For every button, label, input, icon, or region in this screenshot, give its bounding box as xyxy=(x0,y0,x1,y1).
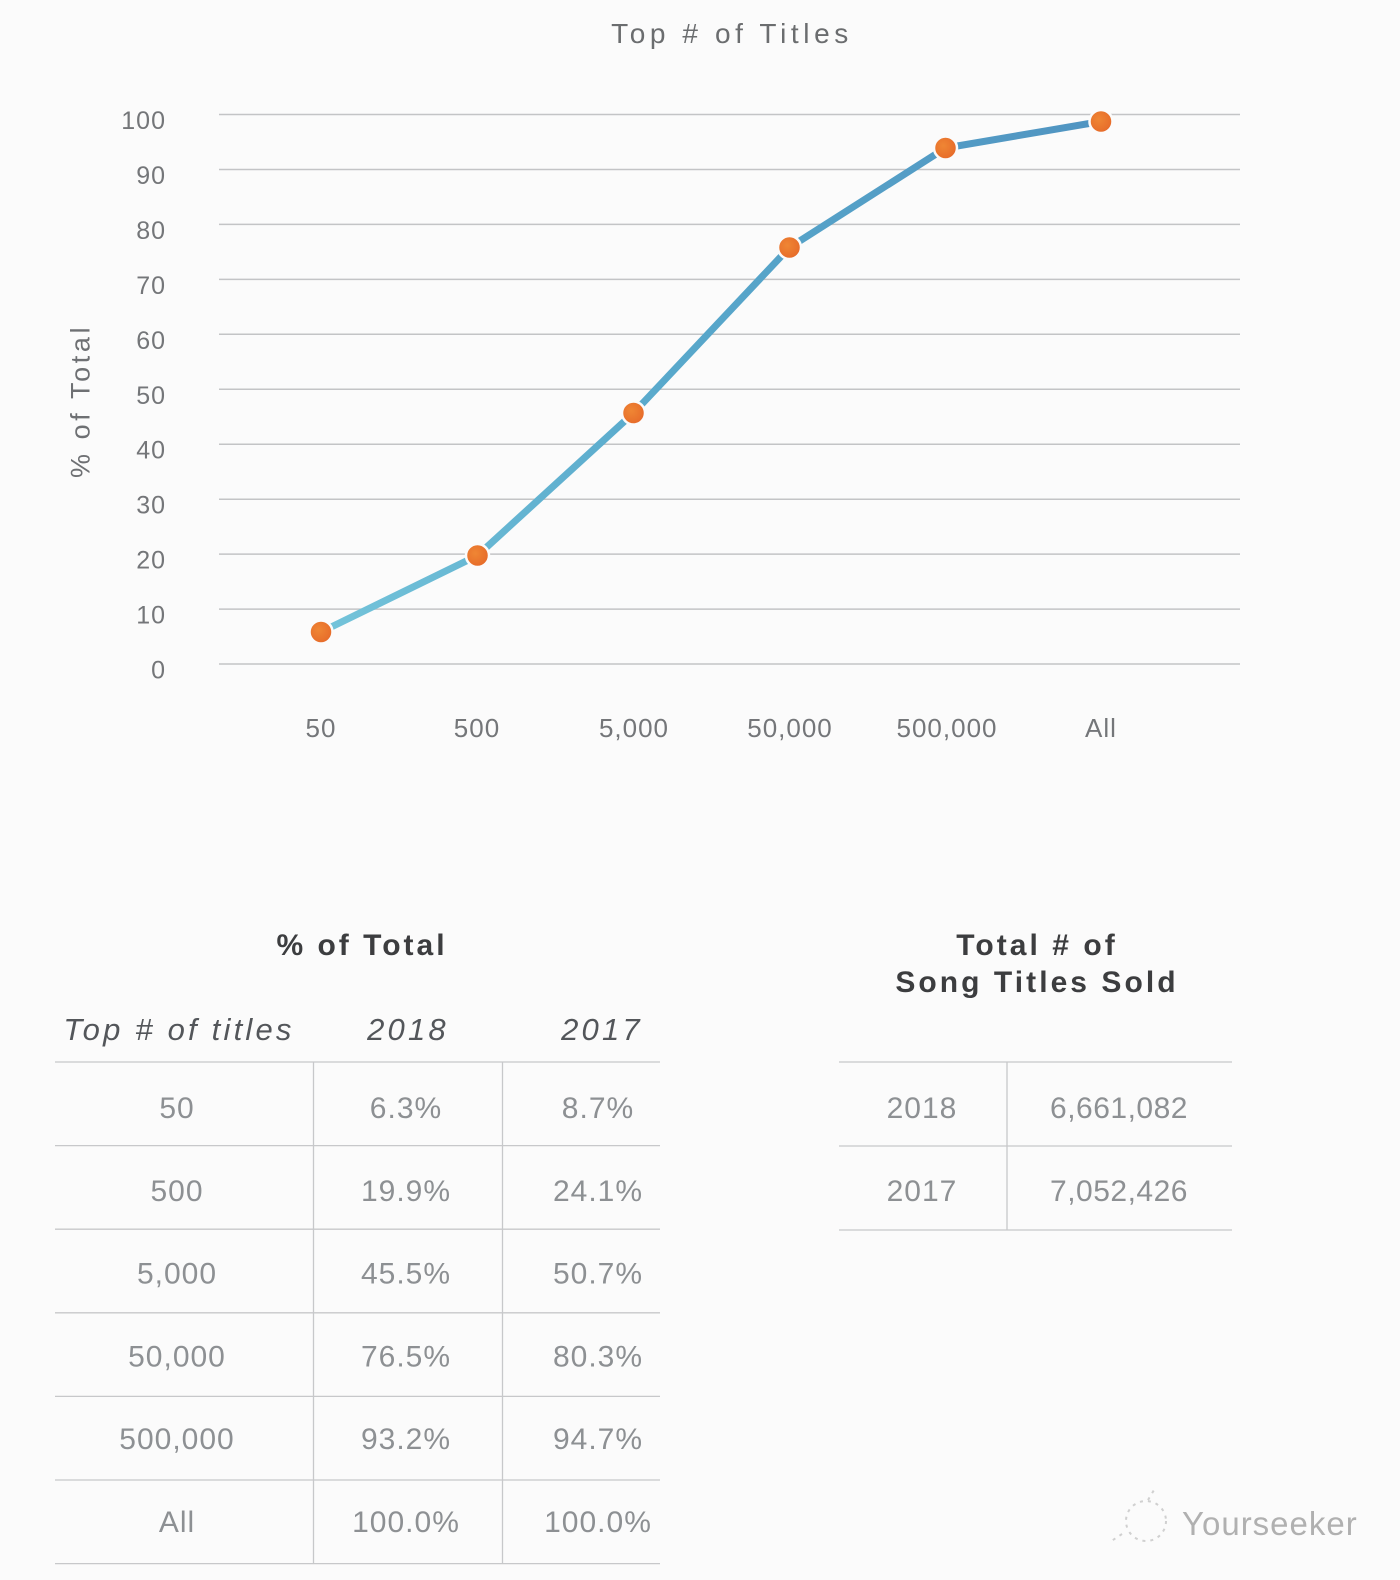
svg-text:% of Total: % of Total xyxy=(66,324,96,478)
svg-text:0: 0 xyxy=(151,657,166,685)
svg-text:500,000: 500,000 xyxy=(119,1423,234,1456)
svg-text:45.5%: 45.5% xyxy=(361,1258,451,1291)
svg-text:Top # of titles: Top # of titles xyxy=(63,1012,294,1047)
svg-text:93.2%: 93.2% xyxy=(361,1423,451,1456)
svg-text:10: 10 xyxy=(136,602,166,630)
svg-text:50.7%: 50.7% xyxy=(553,1258,643,1291)
svg-text:30: 30 xyxy=(136,492,166,520)
svg-text:Yourseeker: Yourseeker xyxy=(1182,1505,1358,1542)
svg-text:19.9%: 19.9% xyxy=(361,1175,451,1208)
svg-text:2018: 2018 xyxy=(366,1012,449,1047)
svg-text:50: 50 xyxy=(306,713,337,743)
svg-text:24.1%: 24.1% xyxy=(553,1175,643,1208)
svg-text:94.7%: 94.7% xyxy=(553,1423,643,1456)
svg-text:20: 20 xyxy=(136,547,166,575)
svg-text:Song Titles Sold: Song Titles Sold xyxy=(895,966,1178,999)
svg-text:50: 50 xyxy=(159,1092,194,1125)
svg-text:90: 90 xyxy=(136,162,166,190)
svg-text:50,000: 50,000 xyxy=(128,1340,226,1373)
svg-text:All: All xyxy=(159,1506,195,1539)
svg-text:60: 60 xyxy=(136,327,166,355)
svg-text:100.0%: 100.0% xyxy=(544,1506,652,1539)
svg-text:100.0%: 100.0% xyxy=(352,1506,460,1539)
svg-text:50,000: 50,000 xyxy=(747,713,833,743)
svg-text:100: 100 xyxy=(121,107,166,135)
svg-text:7,052,426: 7,052,426 xyxy=(1050,1175,1188,1208)
svg-text:% of Total: % of Total xyxy=(276,929,447,962)
svg-text:80.3%: 80.3% xyxy=(553,1340,643,1373)
svg-text:2017: 2017 xyxy=(560,1012,643,1047)
svg-text:All: All xyxy=(1085,713,1117,743)
svg-text:40: 40 xyxy=(136,437,166,465)
svg-text:6.3%: 6.3% xyxy=(370,1092,442,1125)
svg-text:500: 500 xyxy=(150,1175,203,1208)
svg-text:500,000: 500,000 xyxy=(897,713,998,743)
svg-text:Top # of Titles: Top # of Titles xyxy=(611,18,853,49)
svg-text:5,000: 5,000 xyxy=(599,713,669,743)
svg-text:2017: 2017 xyxy=(887,1175,958,1208)
svg-text:70: 70 xyxy=(136,272,166,300)
svg-text:8.7%: 8.7% xyxy=(562,1092,634,1125)
svg-text:Total # of: Total # of xyxy=(956,929,1118,962)
svg-text:500: 500 xyxy=(454,713,500,743)
svg-text:50: 50 xyxy=(136,382,166,410)
svg-text:80: 80 xyxy=(136,217,166,245)
svg-text:2018: 2018 xyxy=(887,1092,958,1125)
svg-text:6,661,082: 6,661,082 xyxy=(1050,1092,1188,1125)
svg-text:5,000: 5,000 xyxy=(137,1258,217,1291)
svg-text:76.5%: 76.5% xyxy=(361,1340,451,1373)
